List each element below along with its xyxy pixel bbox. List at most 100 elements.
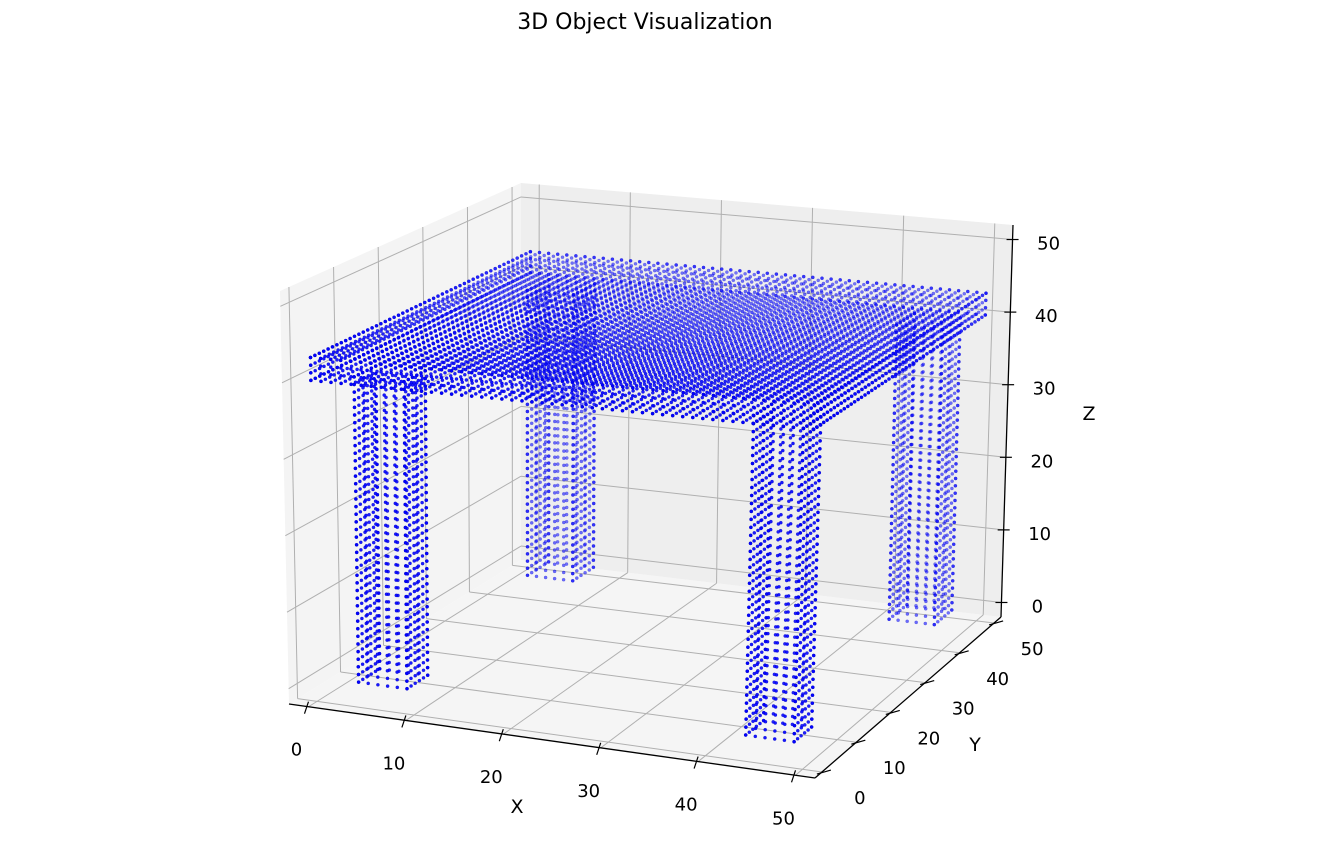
data-point	[700, 313, 705, 318]
data-point	[753, 277, 758, 282]
data-point	[748, 305, 753, 310]
data-point	[735, 294, 740, 298]
data-point	[624, 261, 629, 265]
data-point	[540, 303, 545, 308]
data-point	[870, 316, 875, 321]
data-point	[495, 282, 499, 286]
data-point	[543, 504, 548, 509]
data-point	[510, 291, 515, 295]
data-point	[666, 267, 670, 272]
data-point	[581, 317, 586, 322]
data-point	[819, 289, 824, 293]
data-point	[670, 305, 675, 310]
data-point	[834, 292, 839, 297]
data-point	[444, 290, 449, 294]
data-point	[954, 447, 959, 452]
data-point	[927, 481, 932, 486]
data-point	[524, 251, 528, 256]
data-point	[800, 300, 805, 304]
data-point	[569, 283, 573, 288]
data-point	[916, 554, 920, 558]
data-point	[465, 302, 470, 306]
data-point	[606, 287, 611, 291]
data-point	[531, 303, 536, 307]
data-point	[686, 297, 691, 301]
data-point	[529, 499, 534, 504]
data-point	[806, 315, 811, 320]
data-point	[529, 542, 534, 547]
data-point	[637, 317, 642, 322]
data-point	[953, 354, 958, 359]
data-point	[879, 317, 884, 322]
data-point	[529, 457, 534, 461]
data-point	[575, 504, 579, 509]
data-point	[565, 413, 569, 418]
data-point	[847, 291, 851, 296]
data-point	[845, 286, 850, 291]
data-point	[731, 278, 736, 283]
data-point	[848, 317, 852, 321]
data-point	[896, 416, 900, 420]
data-point	[881, 309, 885, 314]
data-point	[778, 313, 783, 317]
data-point	[915, 598, 919, 603]
data-point	[893, 328, 898, 333]
data-point	[913, 289, 917, 294]
data-point	[966, 309, 971, 314]
data-point	[900, 463, 905, 468]
data-point	[553, 476, 557, 481]
data-point	[641, 338, 646, 342]
data-point	[920, 384, 925, 389]
data-point	[942, 406, 946, 410]
data-point	[896, 334, 901, 338]
data-point	[528, 310, 532, 315]
data-point	[538, 551, 543, 555]
data-point	[954, 440, 959, 444]
data-point	[922, 290, 927, 295]
data-point	[571, 450, 575, 454]
data-point	[583, 471, 588, 475]
data-point	[576, 314, 580, 319]
data-point	[901, 304, 905, 308]
data-point	[525, 509, 530, 514]
data-point	[694, 275, 699, 279]
data-point	[906, 568, 911, 572]
data-point	[953, 311, 957, 316]
data-point	[939, 494, 944, 499]
data-point	[765, 327, 770, 331]
data-point	[623, 341, 628, 346]
data-point	[908, 523, 912, 528]
data-point	[918, 341, 923, 346]
data-point	[869, 303, 874, 308]
data-point	[483, 298, 488, 303]
data-point	[847, 278, 852, 283]
data-point	[610, 302, 614, 307]
data-point	[897, 589, 901, 593]
data-point	[894, 489, 898, 494]
data-point	[552, 483, 557, 488]
data-point	[583, 499, 588, 504]
data-point	[769, 325, 773, 329]
data-point	[651, 316, 655, 321]
data-point	[534, 531, 539, 536]
data-point	[541, 281, 545, 285]
data-point	[940, 312, 945, 317]
data-point	[953, 362, 958, 366]
data-point	[784, 290, 789, 295]
data-point	[970, 307, 974, 312]
data-point	[618, 316, 623, 320]
data-point	[791, 311, 796, 316]
data-point	[552, 548, 557, 552]
data-point	[940, 587, 945, 592]
data-point	[560, 288, 565, 292]
data-point	[661, 287, 666, 291]
data-point	[529, 478, 534, 483]
data-point	[504, 282, 509, 287]
data-point	[786, 321, 790, 326]
data-point	[866, 305, 870, 310]
data-point	[935, 526, 939, 531]
data-point	[977, 295, 981, 300]
data-point	[693, 318, 697, 322]
data-point	[610, 320, 615, 325]
data-point	[652, 304, 656, 308]
